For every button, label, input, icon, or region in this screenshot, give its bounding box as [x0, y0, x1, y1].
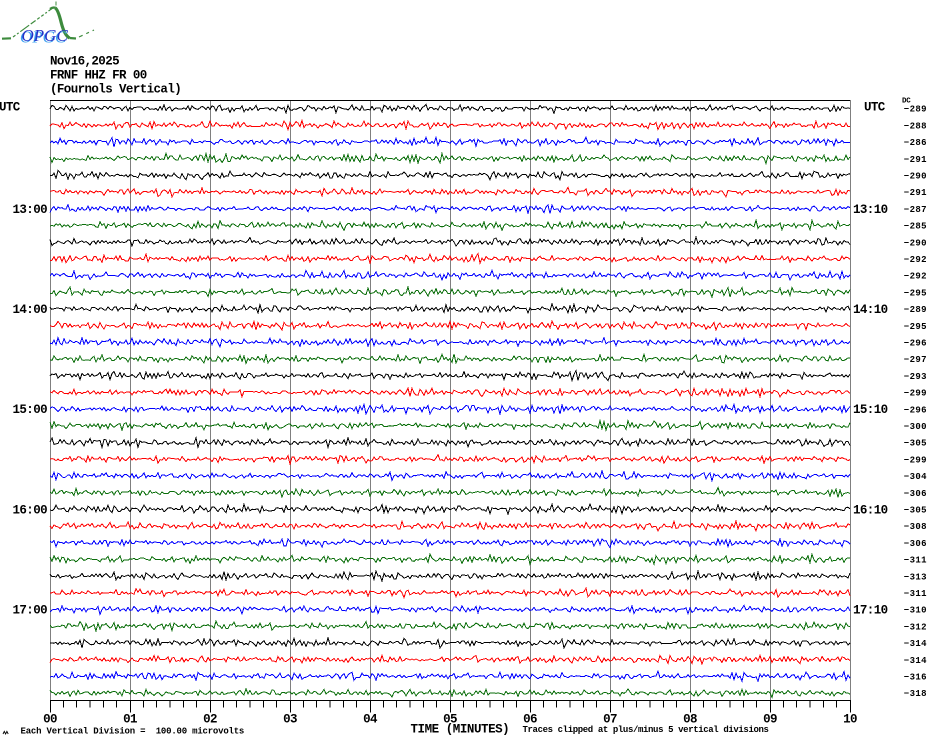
svg-text:−304: −304 [904, 472, 927, 482]
svg-text:−314: −314 [904, 656, 927, 666]
svg-text:−299: −299 [904, 455, 927, 465]
svg-text:−296: −296 [904, 405, 927, 415]
svg-text:16:10: 16:10 [853, 503, 888, 517]
svg-text:−292: −292 [904, 255, 927, 265]
svg-text:−312: −312 [904, 622, 927, 632]
svg-text:(Fournols Vertical): (Fournols Vertical) [50, 83, 181, 97]
svg-text:14:10: 14:10 [853, 303, 888, 317]
svg-text:−318: −318 [904, 689, 927, 699]
svg-text:−290: −290 [904, 172, 927, 182]
svg-text:01: 01 [123, 712, 137, 726]
svg-text:−293: −293 [904, 372, 927, 382]
svg-text:FRNF HHZ FR 00: FRNF HHZ FR 00 [50, 69, 147, 83]
svg-text:−306: −306 [904, 539, 927, 549]
svg-text:−297: −297 [904, 355, 927, 365]
svg-text:14:00: 14:00 [12, 303, 47, 317]
svg-text:−310: −310 [904, 606, 927, 616]
svg-text:−288: −288 [904, 121, 927, 131]
svg-text:−305: −305 [904, 439, 927, 449]
svg-text:−296: −296 [904, 339, 927, 349]
svg-text:−291: −291 [904, 188, 927, 198]
svg-text:−306: −306 [904, 489, 927, 499]
svg-text:06: 06 [523, 712, 537, 726]
svg-text:Each Vertical Division = 100.: Each Vertical Division = 100.00 microvol… [21, 726, 245, 736]
svg-text:Traces clipped at plus/minus 5: Traces clipped at plus/minus 5 vertical … [523, 725, 769, 735]
svg-text:15:00: 15:00 [12, 403, 47, 417]
svg-text:13:10: 13:10 [853, 203, 888, 217]
svg-text:−291: −291 [904, 155, 927, 165]
svg-text:−314: −314 [904, 639, 927, 649]
svg-text:08: 08 [683, 712, 697, 726]
svg-text:00: 00 [43, 712, 57, 726]
svg-text:UTC: UTC [864, 101, 886, 115]
svg-text:07: 07 [603, 712, 617, 726]
svg-text:−290: −290 [904, 238, 927, 248]
svg-text:−308: −308 [904, 522, 927, 532]
svg-text:−295: −295 [904, 288, 927, 298]
svg-text:−311: −311 [904, 556, 927, 566]
svg-text:09: 09 [763, 712, 777, 726]
svg-text:−292: −292 [904, 272, 927, 282]
svg-text:−285: −285 [904, 222, 927, 232]
svg-text:OPGC: OPGC [20, 28, 67, 47]
svg-text:−305: −305 [904, 506, 927, 516]
svg-text:−299: −299 [904, 389, 927, 399]
svg-text:UTC: UTC [0, 101, 21, 115]
svg-text:−287: −287 [904, 205, 927, 215]
svg-text:03: 03 [283, 712, 297, 726]
svg-text:−289: −289 [904, 105, 927, 115]
svg-text:−289: −289 [904, 305, 927, 315]
svg-text:−286: −286 [904, 138, 927, 148]
svg-text:−313: −313 [904, 572, 927, 582]
svg-text:10: 10 [843, 712, 857, 726]
svg-text:−311: −311 [904, 589, 927, 599]
svg-text:OPGC: OPGC [22, 26, 69, 45]
svg-text:TIME (MINUTES): TIME (MINUTES) [411, 722, 510, 736]
svg-text:04: 04 [363, 712, 378, 726]
svg-text:17:10: 17:10 [853, 604, 888, 618]
svg-text:02: 02 [203, 712, 217, 726]
svg-text:05: 05 [443, 712, 457, 726]
svg-text:−295: −295 [904, 322, 927, 332]
svg-text:13:00: 13:00 [12, 203, 47, 217]
svg-text:−300: −300 [904, 422, 927, 432]
svg-text:−316: −316 [904, 673, 927, 683]
svg-text:15:10: 15:10 [853, 403, 888, 417]
svg-text:Nov16,2025: Nov16,2025 [50, 55, 119, 69]
svg-text:DC: DC [902, 98, 911, 106]
svg-text:17:00: 17:00 [12, 604, 47, 618]
svg-text:16:00: 16:00 [12, 503, 47, 517]
